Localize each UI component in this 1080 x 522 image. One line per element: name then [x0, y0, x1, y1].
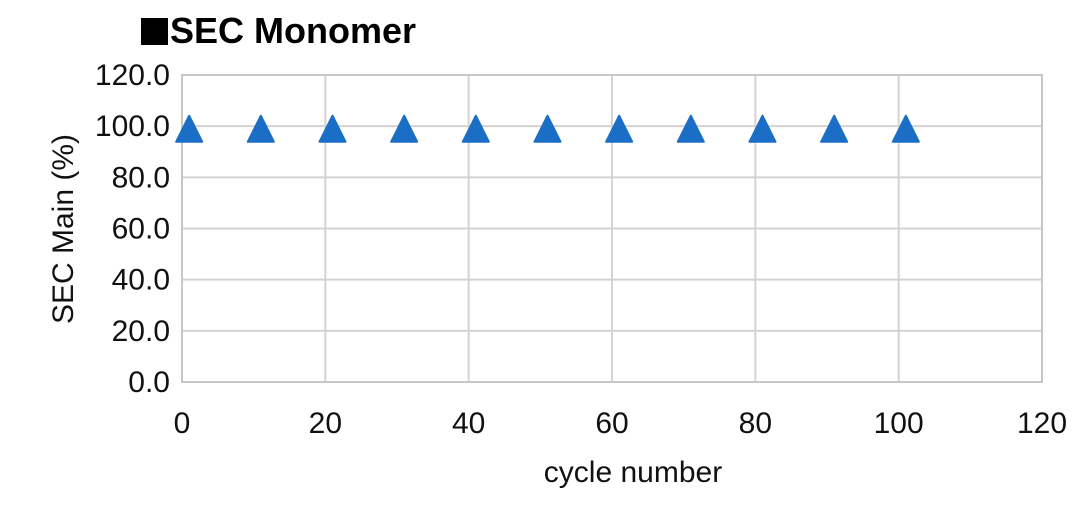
data-point-triangle [748, 114, 777, 143]
chart-title: SEC Monomer [170, 10, 417, 51]
y-tick-label: 100.0 [95, 110, 170, 143]
y-tick-label: 40.0 [112, 264, 170, 297]
y-tick-label: 0.0 [128, 366, 170, 399]
plot-border [181, 74, 1043, 383]
data-point-triangle [246, 114, 275, 143]
y-tick-label: 120.0 [95, 59, 170, 92]
y-tick-label: 20.0 [112, 315, 170, 348]
data-point-triangle [461, 114, 490, 143]
x-tick-label: 40 [452, 407, 485, 440]
x-tick-label: 60 [595, 407, 628, 440]
data-point-triangle [605, 114, 634, 143]
x-tick-label: 0 [174, 407, 191, 440]
data-point-triangle [175, 114, 204, 143]
data-point-triangle [390, 114, 419, 143]
x-tick-label: 80 [739, 407, 772, 440]
series-legend-swatch-icon [141, 17, 168, 45]
y-tick-label: 60.0 [112, 213, 170, 246]
data-point-triangle [318, 114, 347, 143]
data-point-triangle [891, 114, 920, 143]
x-tick-label: 120 [1017, 407, 1067, 440]
data-point-triangle [676, 114, 705, 143]
y-tick-label: 80.0 [112, 161, 170, 194]
chart-title-row: SEC Monomer [141, 10, 416, 52]
data-point-triangle [820, 114, 849, 143]
x-axis-label: cycle number [543, 456, 723, 489]
data-point-triangle [533, 114, 562, 143]
x-tick-label: 20 [309, 407, 342, 440]
x-tick-label: 100 [874, 407, 924, 440]
